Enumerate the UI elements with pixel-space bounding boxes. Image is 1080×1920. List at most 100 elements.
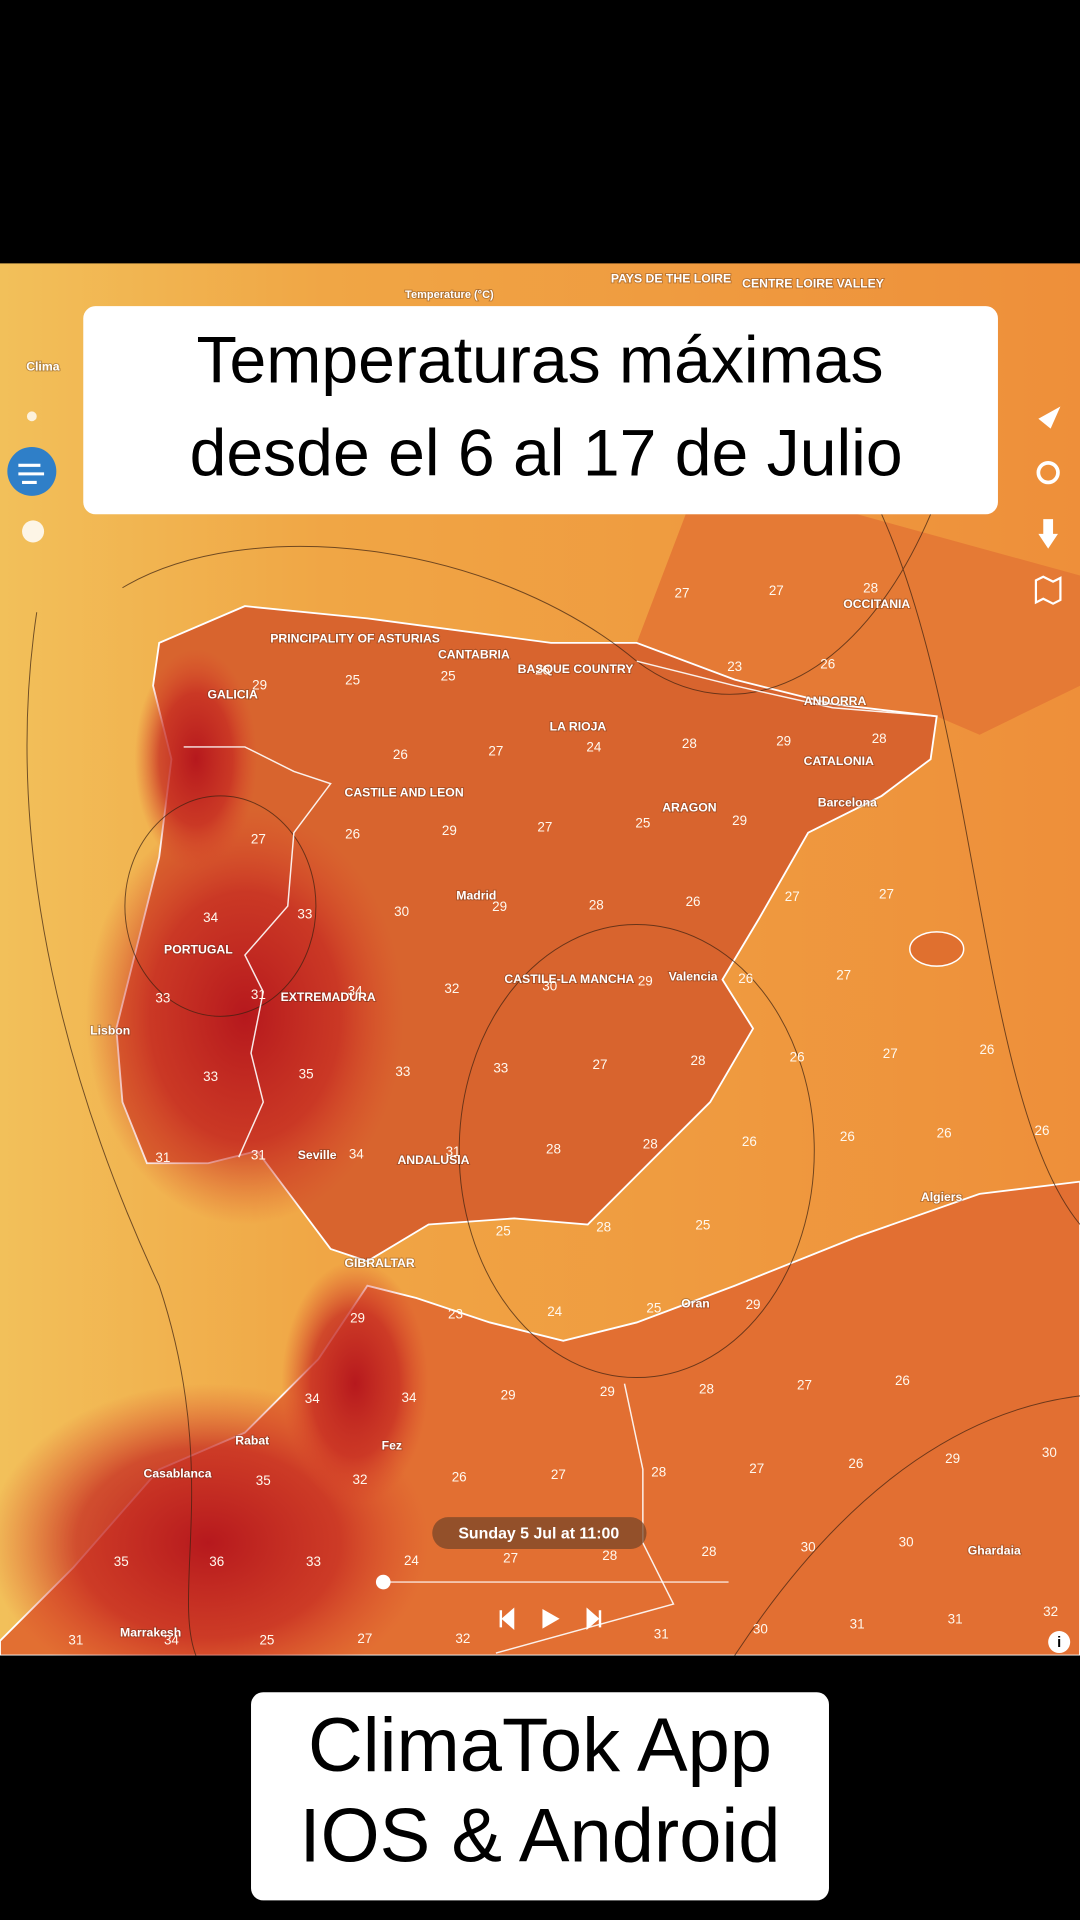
next-button[interactable] [586, 1607, 602, 1631]
place-label: CASTILE-LA MANCHA [504, 972, 634, 986]
place-label: Fez [382, 1438, 402, 1452]
temperature-label: 31 [654, 1626, 669, 1641]
temperature-label: 29 [746, 1297, 761, 1312]
temperature-label: 29 [732, 813, 747, 828]
temperature-label: 26 [345, 827, 360, 842]
temperature-label: 34 [164, 1632, 179, 1647]
temperature-label: 27 [251, 832, 266, 847]
temperature-label: 25 [496, 1223, 511, 1238]
previous-button[interactable] [499, 1607, 515, 1631]
place-label: PORTUGAL [164, 942, 233, 956]
heat-area [134, 648, 258, 870]
locate-button[interactable] [1038, 406, 1061, 429]
temperature-label: 28 [651, 1465, 666, 1480]
temperature-label: 26 [1035, 1123, 1050, 1138]
caption-box [251, 1692, 829, 1901]
place-label: Marrakesh [120, 1626, 181, 1640]
temperature-label: 33 [155, 991, 170, 1006]
temperature-label: 34 [305, 1391, 320, 1406]
temperature-label: 27 [357, 1631, 372, 1646]
wind-layer-button[interactable] [7, 446, 57, 496]
legend-header: Temperature (°C) [405, 289, 494, 301]
attribution-button[interactable] [1048, 1631, 1071, 1654]
map-style-button[interactable] [1034, 575, 1062, 605]
timeline: Sunday 5 Jul at 11:00 i [375, 1517, 1071, 1654]
place-label: PAYS DE THE LOIRE [611, 271, 731, 285]
temperature-label: 34 [348, 983, 363, 998]
temperature-label: 26 [535, 663, 550, 678]
temperature-label: 28 [699, 1381, 714, 1396]
temperature-label: 26 [979, 1042, 994, 1057]
temperature-label: 27 [488, 743, 503, 758]
info-button[interactable] [22, 520, 45, 543]
temperature-label: 26 [840, 1129, 855, 1144]
mallorca [909, 931, 965, 967]
play-button[interactable] [542, 1608, 560, 1629]
timeline-handle[interactable] [375, 1574, 391, 1590]
place-label: Seville [298, 1148, 337, 1162]
temperature-label: 30 [394, 904, 409, 919]
temperature-label: 28 [872, 731, 887, 746]
temperature-label: 34 [203, 910, 218, 925]
place-label: PRINCIPALITY OF ASTURIAS [270, 631, 440, 645]
place-label: GALICIA [208, 688, 258, 702]
temperature-label: 29 [492, 899, 507, 914]
temperature-label: 27 [879, 887, 894, 902]
place-label: Valencia [669, 969, 718, 983]
temperature-label: 29 [638, 974, 653, 989]
temperature-label: 26 [820, 656, 835, 671]
temperature-label: 26 [452, 1470, 467, 1485]
temperature-label: 35 [299, 1067, 314, 1082]
settings-button[interactable] [1036, 461, 1060, 485]
place-label: Algiers [921, 1190, 963, 1204]
temperature-label: 32 [353, 1472, 368, 1487]
temperature-label: 26 [686, 894, 701, 909]
timestamp: Sunday 5 Jul at 11:00 [458, 1525, 619, 1542]
temperature-label: 29 [350, 1310, 365, 1325]
temperature-label: 34 [349, 1146, 364, 1161]
temperature-label: 25 [259, 1632, 274, 1647]
temperature-label: 27 [769, 583, 784, 598]
temperature-label: 27 [797, 1378, 812, 1393]
thermometer-button[interactable] [26, 411, 37, 422]
timestamp-pill [432, 1517, 647, 1549]
temperature-label: 35 [114, 1554, 129, 1569]
temperature-label: 28 [682, 736, 697, 751]
temperature-label: 26 [790, 1050, 805, 1065]
place-label: Clima [26, 360, 60, 374]
temperature-label: 31 [850, 1616, 865, 1631]
heat-area [85, 808, 405, 1225]
temperature-label: 30 [542, 979, 557, 994]
temperature-label: 30 [899, 1534, 914, 1549]
temperature-label: 25 [441, 669, 456, 684]
temperature-label: 30 [1042, 1445, 1057, 1460]
place-label: OCCITANIA [843, 597, 910, 611]
temperature-label: 26 [738, 971, 753, 986]
info-glyph: i [1057, 1635, 1061, 1651]
temperature-label: 31 [155, 1150, 170, 1165]
temperature-label: 33 [203, 1069, 218, 1084]
temperature-label: 28 [701, 1544, 716, 1559]
temperature-label: 25 [345, 672, 360, 687]
temperature-label: 31 [446, 1144, 461, 1159]
heat-area [281, 1261, 429, 1507]
temperature-label: 27 [593, 1057, 608, 1072]
temperature-label: 27 [551, 1467, 566, 1482]
temperature-label: 24 [586, 740, 601, 755]
temperature-label: 23 [448, 1307, 463, 1322]
temperature-label: 28 [589, 898, 604, 913]
place-label: Rabat [235, 1433, 269, 1447]
place-label: CANTABRIA [438, 647, 510, 661]
temperature-label: 32 [444, 981, 459, 996]
temperature-label: 27 [883, 1046, 898, 1061]
isobars [26, 514, 1080, 1656]
place-label: Barcelona [818, 795, 877, 809]
temperature-label: 32 [455, 1631, 470, 1646]
temperature-label: 27 [503, 1550, 518, 1565]
place-label: CATALONIA [804, 754, 874, 768]
temperature-label: 26 [848, 1456, 863, 1471]
temperature-label: 26 [742, 1134, 757, 1149]
temperature-label: 27 [675, 585, 690, 600]
temperature-label: 30 [753, 1621, 768, 1636]
